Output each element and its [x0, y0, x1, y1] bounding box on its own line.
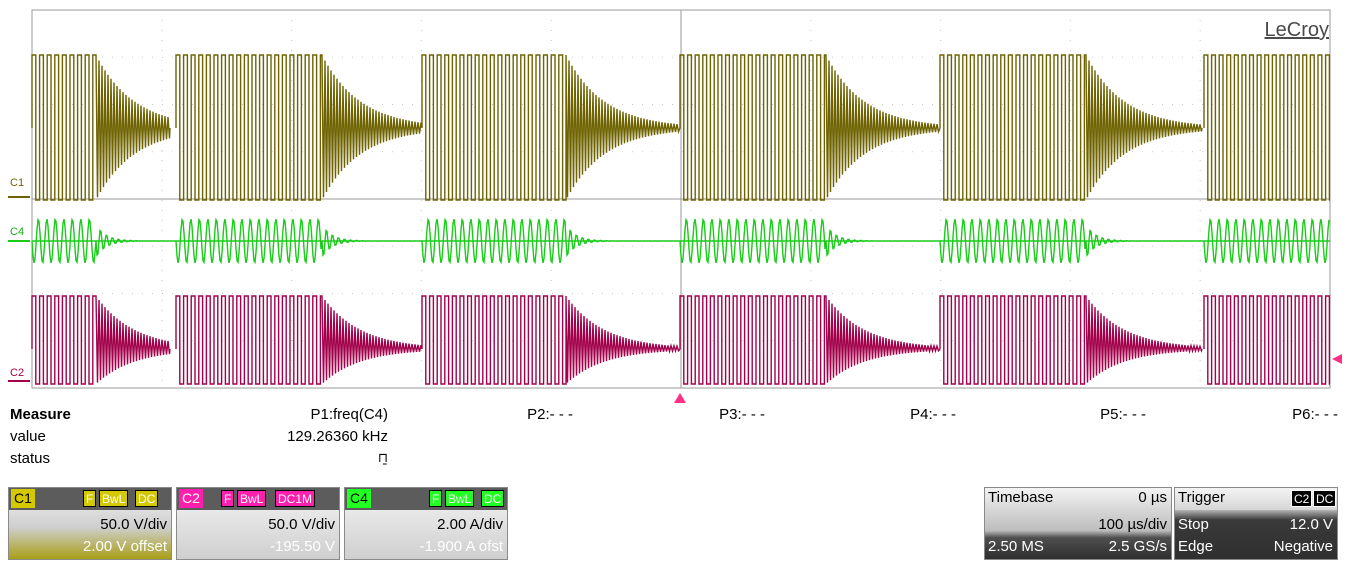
timebase-scale: 100 µs/div — [1098, 516, 1167, 533]
measure-status-label: status — [10, 450, 51, 467]
measure-status-row: status ⊓̱ — [0, 450, 1348, 472]
trigger-position-marker[interactable] — [674, 393, 686, 403]
timebase-panel[interactable]: Timebase 0 µs 100 µs/div 2.50 MS 2.5 GS/… — [984, 487, 1172, 560]
waveform-traces — [31, 54, 1331, 385]
measure-title: Measure — [10, 406, 71, 423]
c2-coupling-badge: DC1M — [275, 490, 316, 507]
trigger-title: Trigger — [1178, 489, 1225, 506]
timebase-header: Timebase 0 µs — [985, 488, 1171, 510]
param-p6-label[interactable]: P6:- - - — [1292, 406, 1338, 423]
c1-panel-header: C1 F BwL DC — [9, 488, 171, 510]
trigger-level-marker[interactable] — [1332, 354, 1342, 364]
c1-marker[interactable]: C1 — [10, 177, 24, 189]
timebase-title: Timebase — [988, 489, 1054, 506]
timebase-sample-rate: 2.5 GS/s — [1108, 538, 1167, 555]
lecroy-logo: LeCroy — [1265, 19, 1329, 41]
param-p5-label[interactable]: P5:- - - — [1100, 406, 1146, 423]
c4-bwl-badge: BwL — [445, 490, 475, 507]
trigger-coupling-badge: DC — [1313, 490, 1337, 507]
c2-channel-panel[interactable]: C2 F BwL DC1M 50.0 V/div -195.50 V — [176, 487, 340, 560]
measure-value-label: value — [10, 428, 46, 445]
trigger-header: Trigger C2 DC — [1175, 488, 1337, 510]
c4-marker[interactable]: C4 — [10, 226, 24, 238]
timebase-samples: 2.50 MS — [988, 538, 1044, 555]
c1-waveform — [31, 54, 1331, 201]
c1-filter-badge: F — [83, 490, 97, 507]
trigger-mode: Stop — [1178, 516, 1209, 533]
c2-filter-badge: F — [221, 490, 235, 507]
measure-value-row: value 129.26360 kHz — [0, 428, 1348, 450]
c1-coupling-badge: DC — [135, 490, 159, 507]
c2-marker[interactable]: C2 — [10, 367, 24, 379]
trigger-slope: Negative — [1273, 538, 1333, 555]
param-p4-label[interactable]: P4:- - - — [910, 406, 956, 423]
trigger-panel[interactable]: Trigger C2 DC Stop 12.0 V Edge Negative — [1174, 487, 1338, 560]
c1-scale: 50.0 V/div — [100, 516, 167, 533]
c2-offset: -195.50 V — [269, 538, 335, 555]
param-p1-status-icon: ⊓̱ — [377, 450, 388, 465]
c4-channel-tag: C4 — [347, 489, 371, 508]
c1-bwl-badge: BwL — [99, 490, 129, 507]
c4-waveform — [31, 217, 1330, 265]
param-p2-label[interactable]: P2:- - - — [527, 406, 573, 423]
c4-coupling-badge: DC — [481, 490, 505, 507]
param-p3-label[interactable]: P3:- - - — [719, 406, 765, 423]
trigger-type: Edge — [1178, 538, 1214, 555]
c2-channel-tag: C2 — [179, 489, 203, 508]
param-p1-label[interactable]: P1:freq(C4) — [310, 406, 388, 423]
measure-header-row: Measure P1:freq(C4) P2:- - - P3:- - - P4… — [0, 406, 1348, 428]
c2-panel-header: C2 F BwL DC1M — [177, 488, 339, 510]
param-p1-value: 129.26360 kHz — [287, 428, 388, 445]
c2-scale: 50.0 V/div — [268, 516, 335, 533]
c4-scale: 2.00 A/div — [437, 516, 503, 533]
c4-panel-header: C4 F BwL DC — [345, 488, 507, 510]
c4-channel-panel[interactable]: C4 F BwL DC 2.00 A/div -1.900 A ofst — [344, 487, 508, 560]
oscilloscope-display: LeCroy C1 C4 C2 — [8, 9, 1342, 403]
c4-offset: -1.900 A ofst — [419, 538, 503, 555]
c1-channel-panel[interactable]: C1 F BwL DC 50.0 V/div 2.00 V offset — [8, 487, 172, 560]
trigger-source-badge: C2 — [1291, 490, 1313, 507]
c4-filter-badge: F — [429, 490, 443, 507]
timebase-delay: 0 µs — [1138, 489, 1167, 506]
c2-bwl-badge: BwL — [237, 490, 267, 507]
c1-offset: 2.00 V offset — [83, 538, 167, 555]
trigger-level: 12.0 V — [1289, 516, 1333, 533]
measure-table: Measure P1:freq(C4) P2:- - - P3:- - - P4… — [0, 406, 1348, 486]
c1-channel-tag: C1 — [11, 489, 35, 508]
c2-waveform — [31, 295, 1331, 385]
